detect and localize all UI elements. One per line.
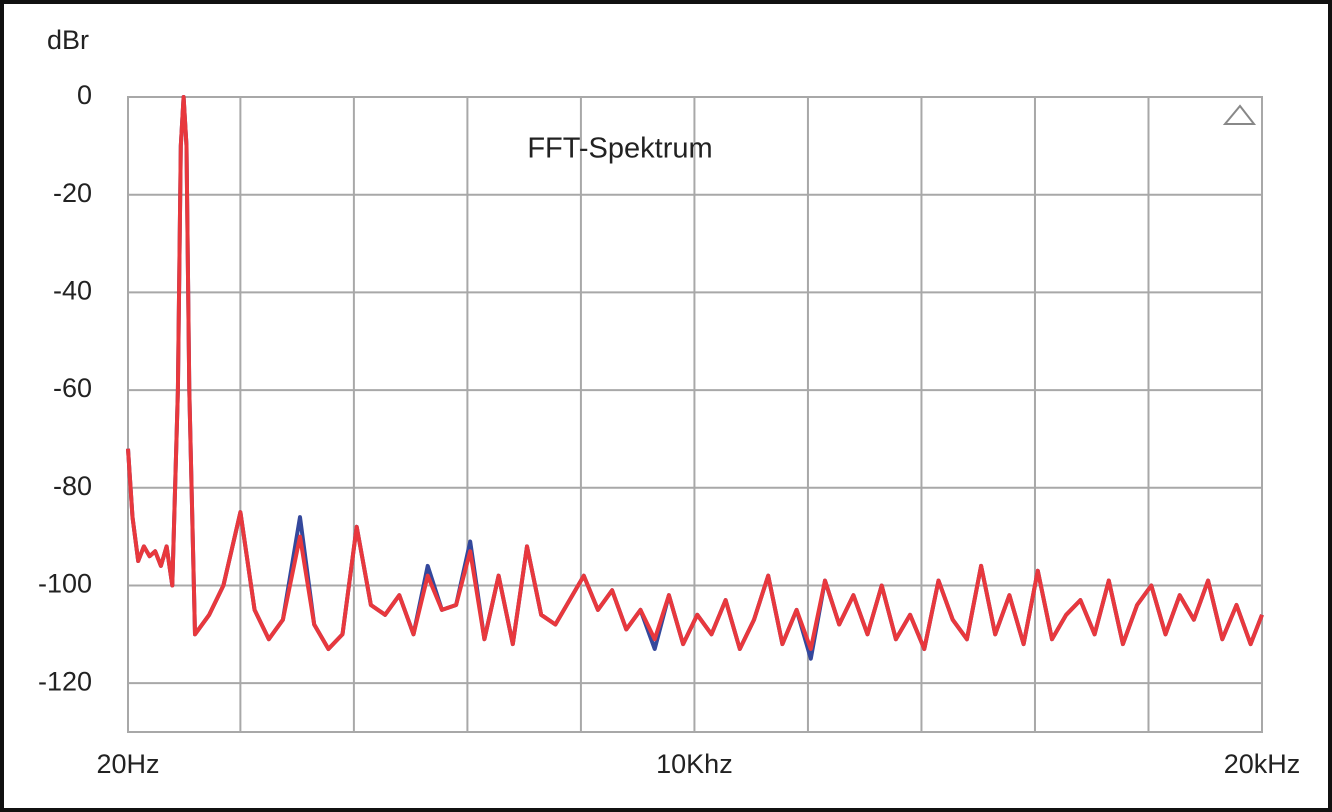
y-tick-label: -120 xyxy=(38,666,92,696)
y-axis-label: dBr xyxy=(47,25,89,55)
x-tick-label: 20Hz xyxy=(96,749,159,779)
x-tick-label: 20kHz xyxy=(1224,749,1301,779)
y-tick-label: -100 xyxy=(38,569,92,599)
y-tick-label: 0 xyxy=(77,80,92,110)
y-tick-label: -40 xyxy=(53,276,92,306)
x-tick-label: 10Khz xyxy=(656,749,733,779)
logo-icon xyxy=(1222,104,1257,125)
series-line xyxy=(126,95,1264,651)
y-tick-label: -20 xyxy=(53,178,92,208)
y-tick-label: -80 xyxy=(53,471,92,501)
y-tick-label: -60 xyxy=(53,373,92,403)
chart-title: FFT-Spektrum xyxy=(527,133,712,165)
